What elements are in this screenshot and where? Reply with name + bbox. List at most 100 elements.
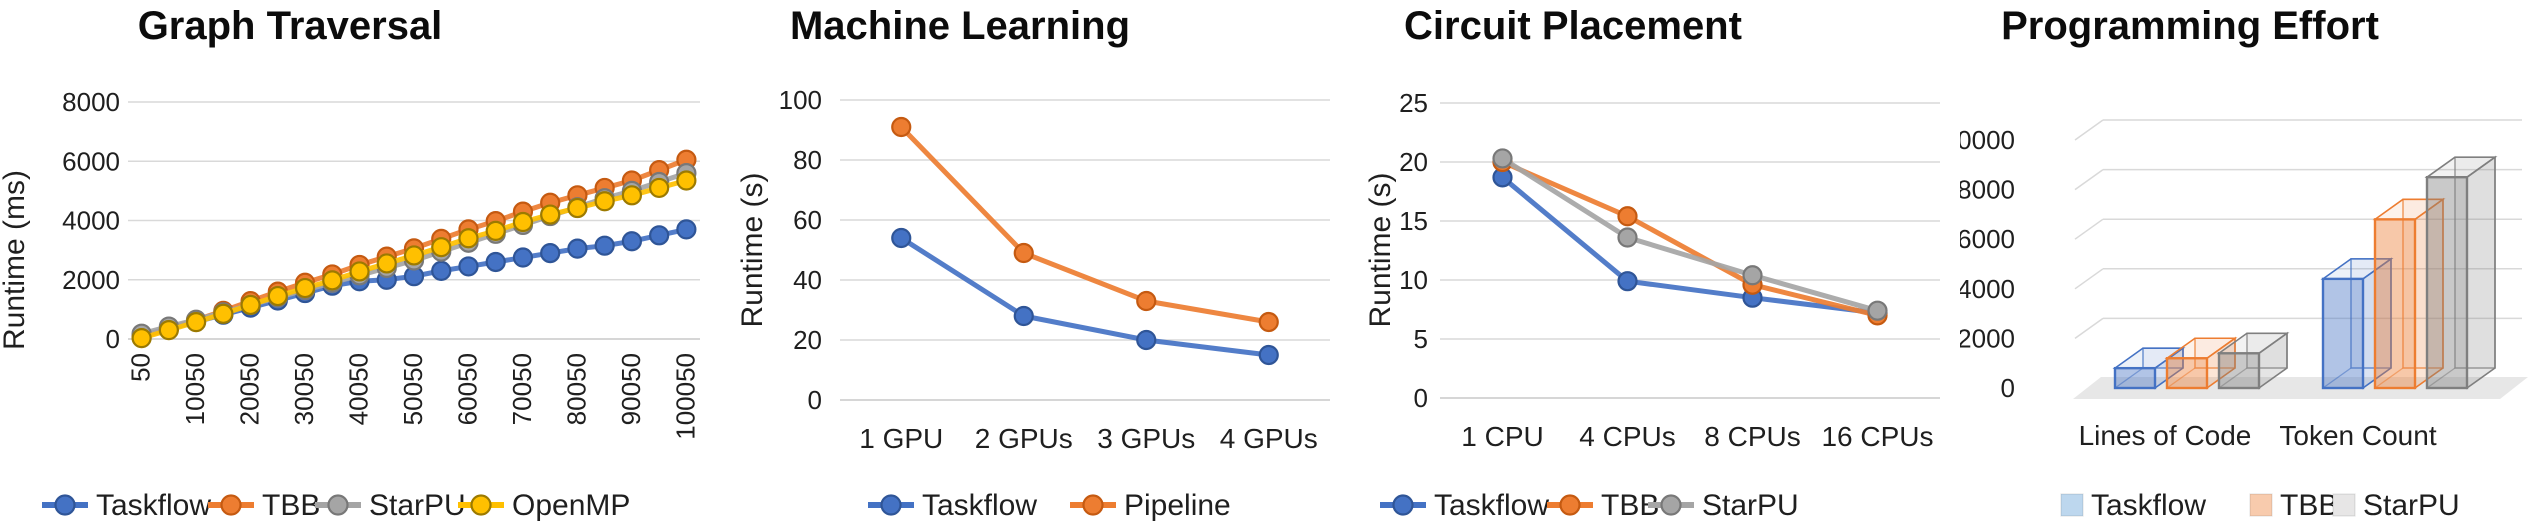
bar-front-face — [2113, 366, 2157, 390]
series-line — [1500, 174, 1880, 316]
chart-panel-graph-traversal: Graph Traversal 0 2000 4000 6000 8000 50 10050… — [0, 0, 710, 529]
legend-label: StarPU — [369, 489, 466, 522]
bar-3d-taskflow-tokens — [2320, 257, 2394, 390]
x-category-label: 3 GPUs — [1097, 423, 1195, 454]
data-point-marker — [458, 228, 479, 249]
machine-learning-plot: 0 20 40 60 80 100 1 GPU 2 GPUs 3 GPUs 4 GPUs Runti… — [736, 85, 1330, 522]
x-tick-label: 40050 — [344, 353, 374, 425]
data-point-marker — [1013, 305, 1034, 327]
y-tick-label: 5 — [1414, 324, 1428, 354]
gridlines — [840, 99, 1330, 401]
bar-hidden-edge — [2114, 367, 2144, 389]
legend-label: TBB — [2280, 489, 2338, 522]
legend-circle-marker-icon — [1082, 494, 1104, 516]
legend-circle-marker-icon — [327, 494, 349, 516]
gridline-connector — [2074, 268, 2104, 290]
legend: Taskflow TBB StarPU — [2060, 489, 2460, 522]
bar-hidden-edge — [2322, 367, 2352, 389]
legend-item-starpu: StarPU — [315, 489, 466, 522]
data-point-marker — [567, 238, 588, 259]
data-point-marker — [1492, 148, 1513, 169]
legend-square-marker-icon — [2332, 493, 2356, 517]
y-tick-label: 40 — [793, 265, 822, 295]
legend: Taskflow Pipeline — [868, 489, 1231, 522]
data-point-marker — [376, 253, 397, 274]
data-point-marker — [621, 231, 643, 252]
legend-square-marker-icon — [2249, 493, 2273, 517]
y-tick-label: 0 — [1414, 383, 1428, 413]
data-point-marker — [349, 261, 370, 282]
data-point-marker — [213, 303, 234, 324]
x-category-label: 2 GPUs — [975, 423, 1073, 454]
bar-3d-starpu-tokens — [2424, 155, 2498, 390]
chart-panel-programming-effort: Programming Effort 0 2000 4000 6000 8000 1000… — [1960, 0, 2530, 529]
bar-3d-tbb-tokens — [2372, 197, 2446, 390]
legend-circle-marker-icon — [1559, 494, 1581, 516]
legend-circle-marker-icon — [54, 494, 76, 516]
data-point-marker — [1617, 227, 1638, 248]
gridline-connector — [2074, 317, 2104, 340]
data-point-marker — [1742, 265, 1763, 286]
series-line — [1500, 155, 1880, 314]
y-tick-label: 2000 — [62, 265, 120, 295]
y-tick-label: 0 — [2001, 373, 2015, 403]
series-pipeline — [891, 116, 1279, 333]
data-point-marker — [185, 312, 207, 333]
gridlines — [128, 101, 700, 340]
legend-item-starpu: StarPU — [1648, 489, 1799, 522]
x-tick-label: 50050 — [398, 353, 428, 425]
bar-hidden-edge — [2218, 367, 2248, 389]
data-point-marker — [131, 328, 152, 349]
legend-item-tbb: TBB — [1547, 489, 1659, 522]
bar-back-face — [2246, 332, 2288, 369]
y-tick-label: 8000 — [1960, 175, 2015, 205]
data-point-marker — [267, 285, 288, 307]
x-tick-label: 30050 — [289, 353, 319, 425]
series-openmp — [131, 170, 697, 349]
gridlines-3d — [2074, 119, 2522, 340]
data-point-marker — [403, 245, 425, 266]
legend-item-taskflow: Taskflow — [1380, 489, 1549, 522]
x-tick-label: 70050 — [507, 353, 537, 425]
data-point-marker — [1258, 311, 1279, 333]
data-point-marker — [1258, 344, 1279, 366]
data-point-marker — [540, 242, 561, 264]
data-point-marker — [485, 220, 506, 241]
bar-hidden-edge — [2166, 367, 2196, 389]
legend-label: Taskflow — [922, 489, 1037, 522]
legend-circle-marker-icon — [1392, 494, 1414, 516]
y-tick-label: 60 — [793, 205, 822, 235]
bar-3d-tbb-loc — [2164, 336, 2238, 390]
graph-traversal-plot: 0 2000 4000 6000 8000 50 10050 20050 30050 40050 5… — [0, 87, 700, 522]
legend-item-tbb: TBB — [208, 489, 320, 522]
bar-back-face — [2350, 258, 2392, 369]
x-category-label: 4 CPUs — [1579, 421, 1675, 452]
gridline-connector — [2074, 168, 2104, 191]
chart-panel-machine-learning: Machine Learning 0 20 40 60 80 100 1 GPU 2 GPUs… — [710, 0, 1350, 529]
legend-item-openmp: OpenMP — [458, 489, 630, 522]
y-tick-label: 80 — [793, 145, 822, 175]
legend-circle-marker-icon — [1660, 494, 1682, 516]
bar-side-face — [2466, 155, 2496, 390]
data-point-marker — [1617, 271, 1638, 292]
y-tick-label: 20 — [793, 325, 822, 355]
bar-front-face — [2373, 218, 2417, 390]
chart-title-graph-traversal: Graph Traversal — [137, 4, 443, 48]
data-point-marker — [1136, 329, 1157, 351]
bar-hidden-edge — [2374, 367, 2404, 389]
gridline-connector — [2074, 218, 2104, 240]
data-point-marker — [891, 227, 912, 249]
data-point-marker — [240, 294, 261, 316]
x-tick-label: 50 — [126, 353, 156, 382]
series-taskflow — [891, 227, 1279, 366]
x-tick-label: 80050 — [561, 353, 591, 425]
x-category-label: 16 CPUs — [1821, 421, 1933, 452]
y-tick-label: 15 — [1399, 206, 1428, 236]
y-tick-label: 100 — [779, 85, 822, 115]
x-category-label: Lines of Code — [2079, 420, 2252, 451]
bar-3d-starpu-loc — [2216, 331, 2290, 390]
bar-front-face — [2321, 277, 2365, 390]
legend-label: StarPU — [1702, 489, 1799, 522]
data-point-marker — [676, 170, 697, 191]
legend-item-starpu: StarPU — [2332, 489, 2460, 522]
